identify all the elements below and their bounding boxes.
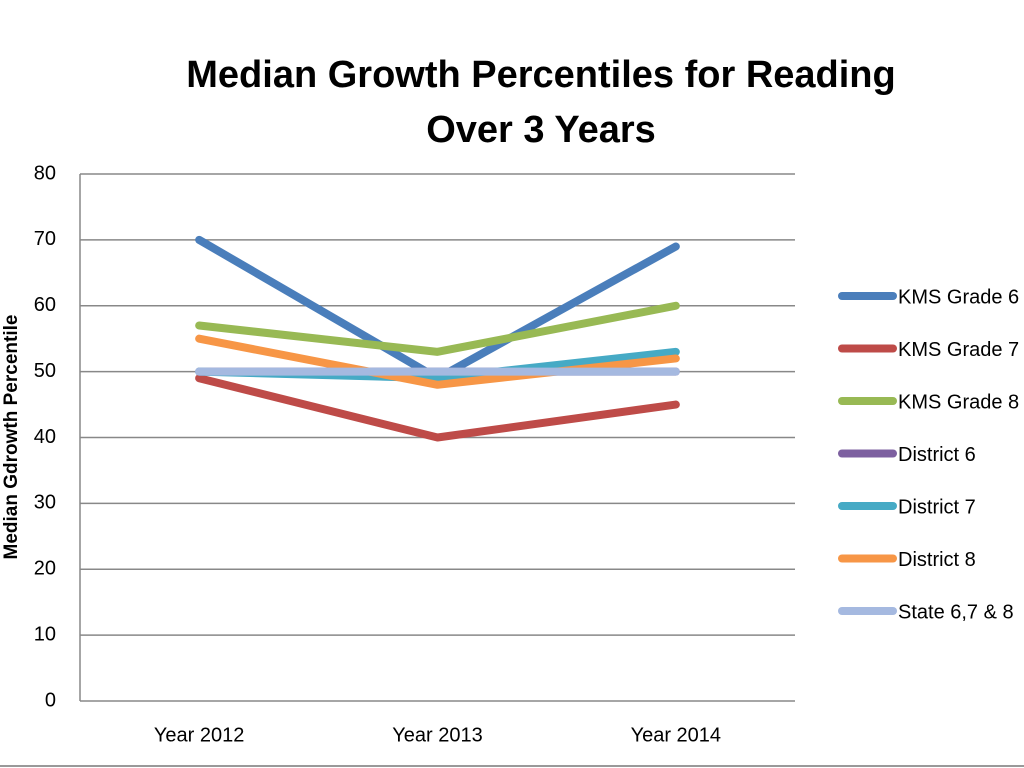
series-line — [195, 374, 680, 442]
y-tick-label: 30 — [34, 492, 56, 514]
y-tick-label: 40 — [34, 426, 56, 448]
y-tick-label: 80 — [34, 162, 56, 184]
legend-label: KMS Grade 8 — [898, 391, 1019, 413]
y-tick-label: 10 — [34, 623, 56, 645]
chart-title: Median Growth Percentiles for Reading Ov… — [186, 54, 896, 151]
y-tick-label: 0 — [45, 689, 56, 711]
legend-label: KMS Grade 6 — [898, 286, 1019, 308]
y-tick-label: 70 — [34, 228, 56, 250]
legend-label: District 8 — [898, 549, 976, 571]
series-line — [195, 334, 680, 389]
legend-label: State 6,7 & 8 — [898, 601, 1014, 623]
x-tick-label: Year 2013 — [392, 724, 482, 746]
series-line — [195, 301, 680, 356]
legend-label: District 6 — [898, 444, 976, 466]
x-tick-label: Year 2014 — [631, 724, 721, 746]
legend-label: KMS Grade 7 — [898, 339, 1019, 361]
y-tick-label: 20 — [34, 558, 56, 580]
y-axis-title: Median Gdrowth Percentile — [1, 315, 22, 560]
y-tick-label: 50 — [34, 360, 56, 382]
y-tick-label: 60 — [34, 294, 56, 316]
legend-label: District 7 — [898, 496, 976, 518]
x-tick-label: Year 2012 — [154, 724, 244, 746]
